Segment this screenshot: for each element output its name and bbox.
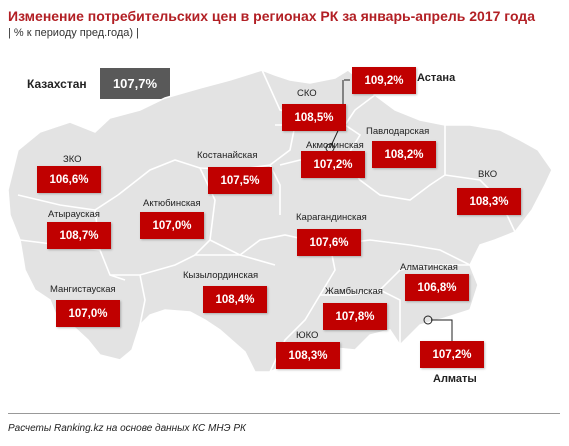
region-value-karaganda: 107,6% xyxy=(297,229,361,256)
region-value-aktobe: 107,0% xyxy=(140,212,204,239)
region-label-pavlodar: Павлодарская xyxy=(366,126,430,137)
chart-title: Изменение потребительских цен в регионах… xyxy=(8,8,535,24)
region-label-zhambyl: Жамбылская xyxy=(325,286,383,297)
source-note: Расчеты Ranking.kz на основе данных КС М… xyxy=(8,423,246,434)
country-label: Казахстан xyxy=(27,77,87,91)
region-value-almaty-region: 106,8% xyxy=(405,274,469,301)
region-value-kostanay: 107,5% xyxy=(208,167,272,194)
region-value-uko: 108,3% xyxy=(276,342,340,369)
country-value-box: 107,7% xyxy=(100,68,170,99)
region-label-astana: Астана xyxy=(417,72,456,84)
region-label-uko: ЮКО xyxy=(296,330,319,341)
region-label-karaganda: Карагандинская xyxy=(296,212,367,223)
region-value-vko: 108,3% xyxy=(457,188,521,215)
region-label-zko: ЗКО xyxy=(63,154,82,165)
region-label-atyrau: Атырауская xyxy=(48,209,100,220)
region-value-zko: 106,6% xyxy=(37,166,101,193)
region-value-astana: 109,2% xyxy=(352,67,416,94)
region-label-vko: ВКО xyxy=(478,169,498,180)
region-label-akmola: Акмолинская xyxy=(306,140,364,151)
region-label-aktobe: Актюбинская xyxy=(143,198,201,209)
footer-divider xyxy=(8,413,560,414)
region-label-kyzylorda: Кызылординская xyxy=(183,270,259,281)
region-value-pavlodar: 108,2% xyxy=(372,141,436,168)
region-value-akmola: 107,2% xyxy=(301,151,365,178)
region-label-mangistau: Мангистауская xyxy=(50,284,116,295)
chart-subtitle: | % к периоду пред.года) | xyxy=(8,27,139,39)
region-label-sko: СКО xyxy=(297,88,317,99)
region-value-sko: 108,5% xyxy=(282,104,346,131)
region-value-kyzylorda: 108,4% xyxy=(203,286,267,313)
region-label-kostanay: Костанайская xyxy=(197,150,258,161)
almaty-marker xyxy=(423,315,433,325)
region-value-zhambyl: 107,8% xyxy=(323,303,387,330)
region-value-mangistau: 107,0% xyxy=(56,300,120,327)
region-value-atyrau: 108,7% xyxy=(47,222,111,249)
region-label-almaty-city: Алматы xyxy=(433,373,477,385)
region-label-almaty-region: Алматинская xyxy=(400,262,458,273)
region-value-almaty-city: 107,2% xyxy=(420,341,484,368)
